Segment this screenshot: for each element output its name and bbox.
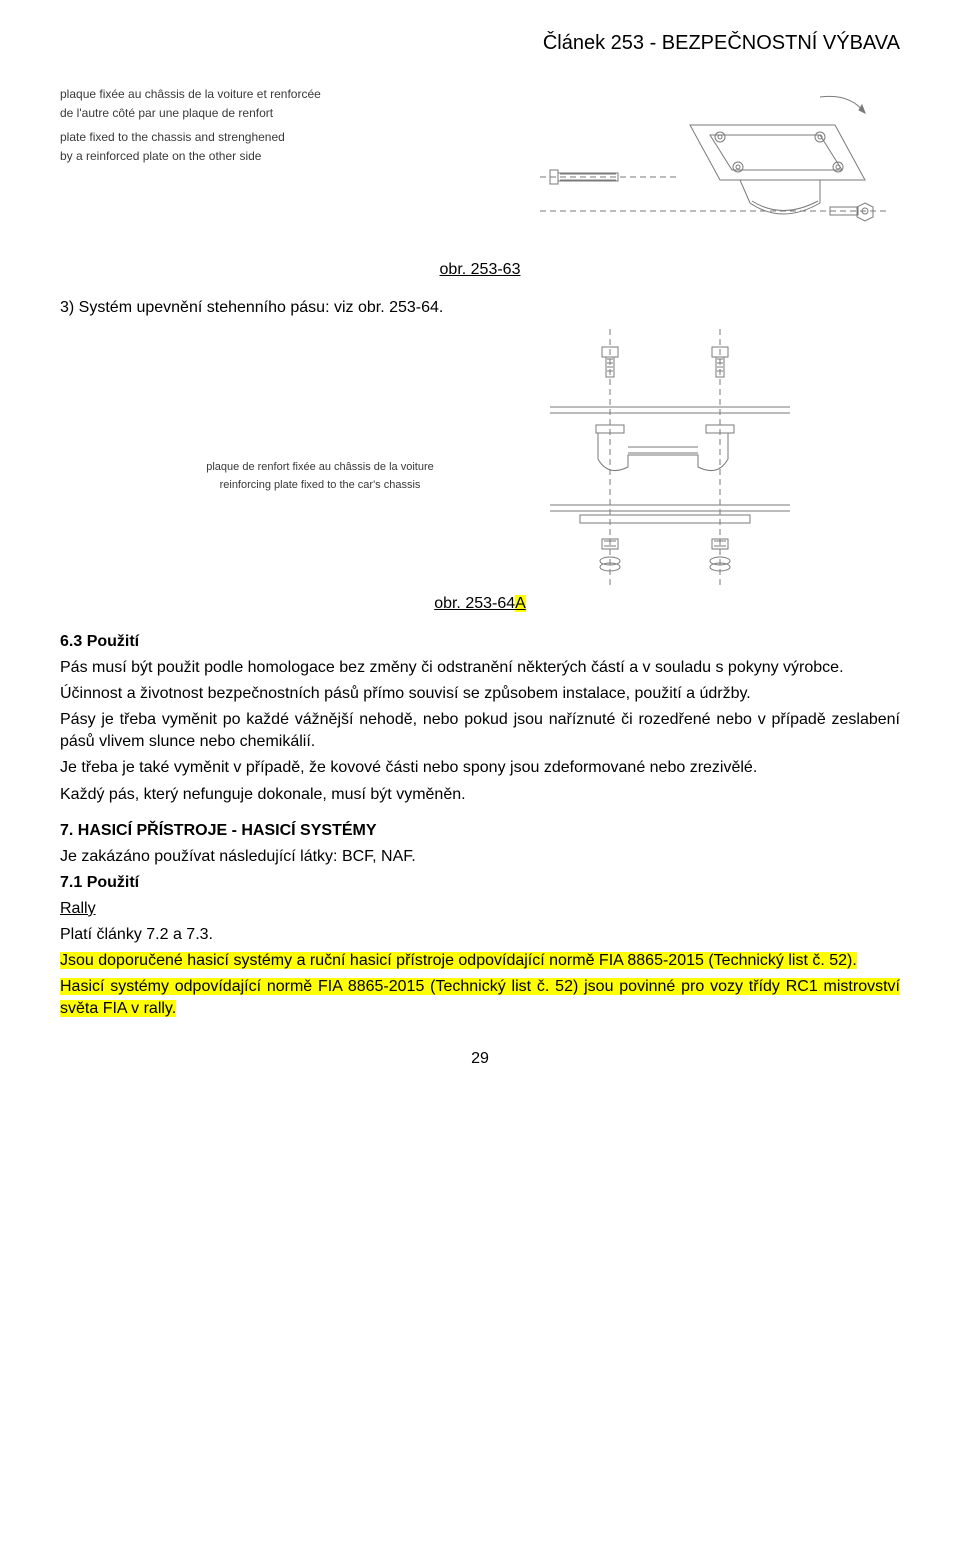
figure-253-64: plaque de renfort fixée au châssis de la…	[60, 329, 900, 589]
section-7-hl1: Jsou doporučené hasicí systémy a ruční h…	[60, 950, 900, 972]
figure1-label-en-2: by a reinforced plate on the other side	[60, 147, 321, 166]
section-7-line2: Platí články 7.2 a 7.3.	[60, 924, 900, 946]
section-7-title: 7. HASICÍ PŘÍSTROJE - HASICÍ SYSTÉMY	[60, 820, 900, 842]
section-6-3-p2: Účinnost a životnost bezpečnostních pásů…	[60, 683, 900, 705]
figure2-caption: obr. 253-64A	[60, 595, 900, 613]
section-6-3-p1: Pás musí být použit podle homologace bez…	[60, 657, 900, 679]
section-7-1-title: 7.1 Použití	[60, 872, 900, 894]
section-6-3-p3: Pásy je třeba vyměnit po každé vážnější …	[60, 709, 900, 753]
page-number: 29	[60, 1050, 900, 1068]
figure1-drawing	[520, 85, 900, 255]
page-header: Článek 253 - BEZPEČNOSTNÍ VÝBAVA	[60, 32, 900, 55]
figure2-drawing	[500, 329, 840, 589]
figure2-caption-hl: A	[515, 595, 526, 612]
figure2-label-fr: plaque de renfort fixée au châssis de la…	[190, 459, 450, 477]
figure-253-63: plaque fixée au châssis de la voiture et…	[60, 85, 900, 255]
rally-label: Rally	[60, 898, 900, 920]
section-6-3-title: 6.3 Použití	[60, 631, 900, 653]
section-6-3-p4: Je třeba je také vyměnit v případě, že k…	[60, 757, 900, 779]
figure2-labels: plaque de renfort fixée au châssis de la…	[190, 459, 450, 494]
section-7-line1: Je zakázáno používat následující látky: …	[60, 846, 900, 868]
section-7-hl2: Hasicí systémy odpovídající normě FIA 88…	[60, 976, 900, 1020]
figure2-label-en: reinforcing plate fixed to the car's cha…	[190, 477, 450, 495]
section-7-hl1-text: Jsou doporučené hasicí systémy a ruční h…	[60, 952, 857, 969]
figure1-label-fr-2: de l'autre côté par une plaque de renfor…	[60, 104, 321, 123]
system-3-line: 3) Systém upevnění stehenního pásu: viz …	[60, 297, 900, 319]
figure1-caption-text: obr. 253-63	[440, 261, 521, 278]
section-7-hl2-text: Hasicí systémy odpovídající normě FIA 88…	[60, 978, 900, 1017]
figure1-labels: plaque fixée au châssis de la voiture et…	[60, 85, 321, 165]
figure1-label-en-1: plate fixed to the chassis and strenghen…	[60, 128, 321, 147]
figure1-label-fr-1: plaque fixée au châssis de la voiture et…	[60, 85, 321, 104]
section-6-3-p5: Každý pás, který nefunguje dokonale, mus…	[60, 784, 900, 806]
figure1-caption: obr. 253-63	[60, 261, 900, 279]
figure2-caption-text: obr. 253-64	[434, 595, 515, 612]
